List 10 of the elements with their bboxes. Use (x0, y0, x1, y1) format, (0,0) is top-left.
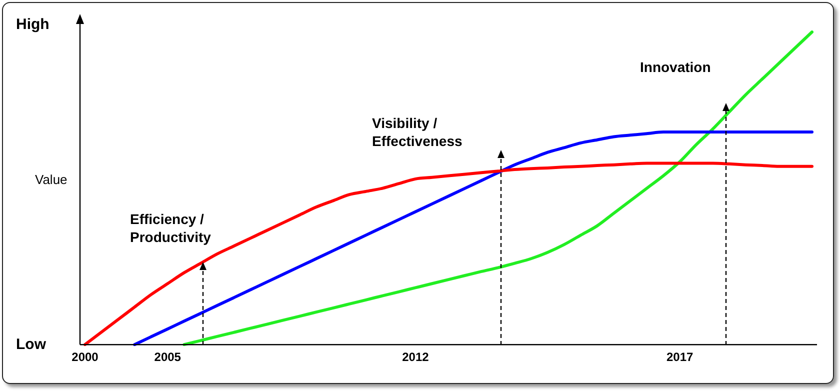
y-axis-title: Value (35, 172, 68, 187)
annotation: Efficiency / Productivity (130, 210, 212, 246)
x-tick-label: 2000 (72, 350, 99, 364)
x-tick-label: 2017 (666, 350, 694, 364)
text: Low (16, 336, 46, 353)
x-tick-label: 2012 (402, 350, 430, 364)
x-tick-label: 2005 (154, 350, 182, 364)
annotation: Innovation (640, 58, 712, 76)
text: High (16, 16, 50, 34)
annotation: Visibility / Effectiveness (372, 114, 464, 150)
